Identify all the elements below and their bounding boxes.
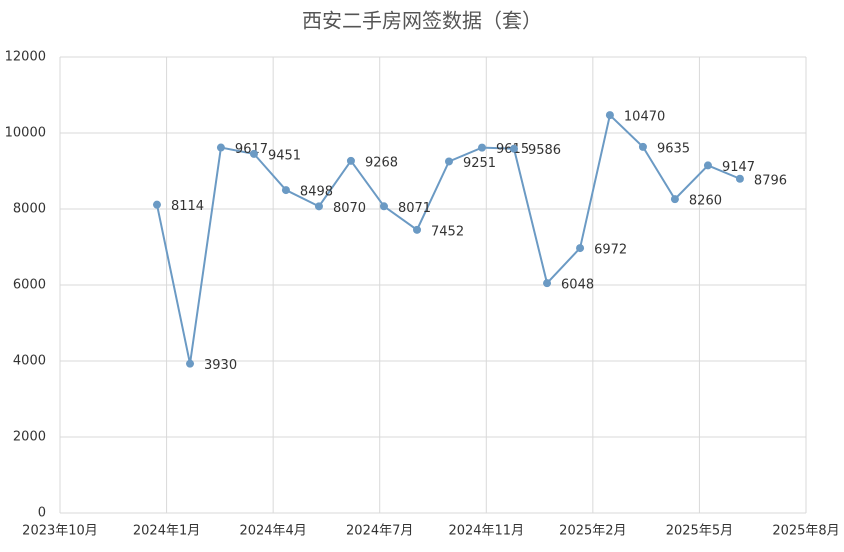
data-point	[314, 202, 323, 211]
data-label: 8070	[333, 201, 366, 216]
y-tick-label: 8000	[13, 202, 46, 217]
y-tick-label: 12000	[5, 50, 46, 65]
y-tick-label: 0	[38, 506, 46, 521]
data-label: 8796	[754, 173, 787, 188]
data-point	[703, 161, 712, 170]
data-point	[576, 244, 585, 253]
x-tick-label: 2025年8月	[772, 524, 839, 539]
data-label: 9635	[657, 141, 690, 156]
data-label: 9268	[365, 155, 398, 170]
data-point	[638, 142, 647, 151]
chart-title: 西安二手房网签数据（套）	[302, 9, 542, 33]
y-tick-label: 4000	[13, 354, 46, 369]
data-point	[346, 156, 355, 165]
data-label: 9586	[528, 143, 561, 158]
data-label: 9451	[268, 148, 301, 163]
x-tick-label: 2024年4月	[239, 524, 306, 539]
y-tick-label: 10000	[5, 126, 46, 141]
data-label: 9617	[235, 142, 268, 157]
x-tick-label: 2024年1月	[133, 524, 200, 539]
data-label: 10470	[624, 110, 665, 125]
data-point	[735, 174, 744, 183]
data-point	[605, 111, 614, 120]
data-point	[543, 279, 552, 288]
data-label: 9251	[463, 156, 496, 171]
data-label: 8114	[171, 199, 204, 214]
data-label: 8260	[689, 194, 722, 209]
data-label: 3930	[204, 358, 237, 373]
data-point	[413, 225, 422, 234]
data-label: 6972	[594, 243, 627, 258]
data-label: 6048	[561, 278, 594, 293]
data-point	[379, 202, 388, 211]
x-tick-label: 2023年10月	[22, 524, 98, 539]
y-tick-label: 6000	[13, 278, 46, 293]
data-point	[249, 149, 258, 158]
data-point	[478, 143, 487, 152]
data-label: 8498	[300, 185, 333, 200]
data-point	[509, 144, 518, 153]
x-tick-label: 2025年2月	[559, 524, 626, 539]
data-point	[152, 200, 161, 209]
data-label: 9147	[722, 160, 755, 175]
data-point	[670, 195, 679, 204]
y-tick-label: 2000	[13, 430, 46, 445]
x-tick-label: 2024年7月	[346, 524, 413, 539]
data-point	[281, 186, 290, 195]
data-label: 7452	[431, 224, 464, 239]
data-point	[186, 359, 195, 368]
x-tick-label: 2025年5月	[666, 524, 733, 539]
x-tick-label: 2024年11月	[448, 524, 524, 539]
data-point	[444, 157, 453, 166]
data-point	[216, 143, 225, 152]
data-label: 8071	[398, 201, 431, 216]
